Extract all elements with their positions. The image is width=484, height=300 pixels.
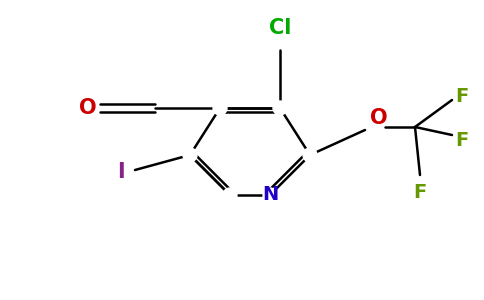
Circle shape — [273, 101, 287, 115]
Text: N: N — [262, 185, 278, 205]
Text: F: F — [455, 130, 468, 149]
Circle shape — [183, 148, 197, 162]
Circle shape — [213, 101, 227, 115]
Text: I: I — [118, 162, 125, 182]
Text: O: O — [370, 108, 388, 128]
Circle shape — [223, 188, 237, 202]
Text: F: F — [455, 88, 468, 106]
Circle shape — [303, 148, 317, 162]
Text: F: F — [413, 183, 426, 202]
Text: O: O — [79, 98, 97, 118]
Text: Cl: Cl — [269, 18, 291, 38]
Circle shape — [263, 188, 277, 202]
